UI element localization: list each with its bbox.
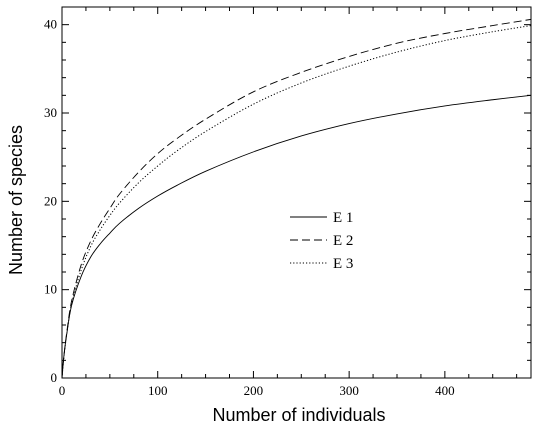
x-tick-label: 100 [148,383,168,398]
y-axis-title: Number of species [6,125,26,275]
legend: E 1 E 2 E 3 [290,210,353,272]
plot-frame [61,6,532,379]
series-line-1 [61,94,532,379]
series-line-3 [61,25,532,379]
x-tick-label: 300 [339,383,359,398]
y-tick-label: 20 [44,193,57,208]
y-tick-label: 0 [51,370,58,385]
x-tick-label: 400 [435,383,455,398]
legend-label-1: E 1 [333,210,353,226]
y-tick-label: 40 [44,17,57,32]
y-tick-label: 30 [44,105,57,120]
x-axis-title: Number of individuals [212,405,385,425]
axes-layer: 0 100 200 300 400 0 10 20 30 40 [44,6,532,398]
legend-label-3: E 3 [333,256,353,272]
y-tick-label: 10 [44,282,57,297]
series-line-2 [61,18,532,379]
series-layer [61,18,532,379]
x-tick-label: 200 [244,383,264,398]
x-tick-label: 0 [59,383,66,398]
legend-label-2: E 2 [333,233,353,249]
